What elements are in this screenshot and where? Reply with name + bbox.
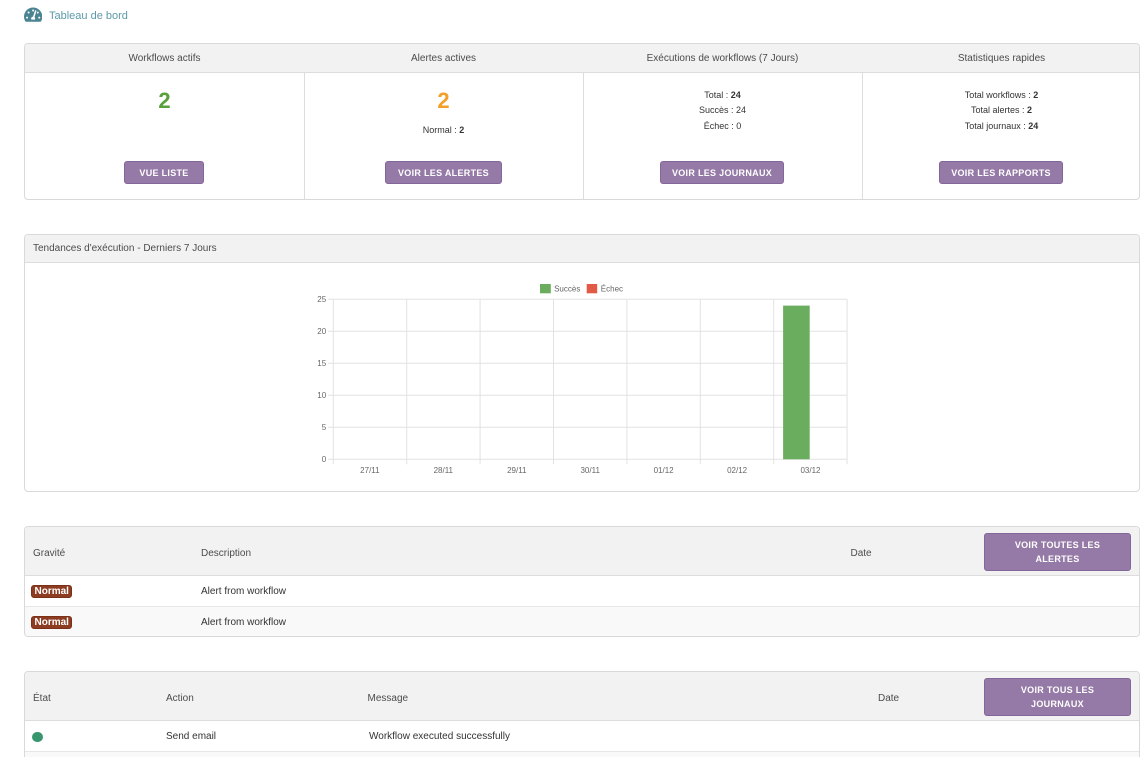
svg-text:Succès: Succès <box>554 284 580 293</box>
svg-text:20: 20 <box>317 327 326 336</box>
svg-text:15: 15 <box>317 359 326 368</box>
svg-text:29/11: 29/11 <box>507 466 527 475</box>
svg-text:10: 10 <box>317 391 326 400</box>
svg-text:03/12: 03/12 <box>800 466 821 475</box>
svg-text:30/11: 30/11 <box>580 466 600 475</box>
svg-text:Échec: Échec <box>601 284 623 293</box>
svg-text:0: 0 <box>322 455 327 464</box>
svg-text:25: 25 <box>317 295 326 304</box>
svg-text:02/12: 02/12 <box>727 466 748 475</box>
svg-text:5: 5 <box>322 423 327 432</box>
svg-text:01/12: 01/12 <box>654 466 675 475</box>
svg-text:27/11: 27/11 <box>360 466 380 475</box>
svg-text:28/11: 28/11 <box>434 466 454 475</box>
